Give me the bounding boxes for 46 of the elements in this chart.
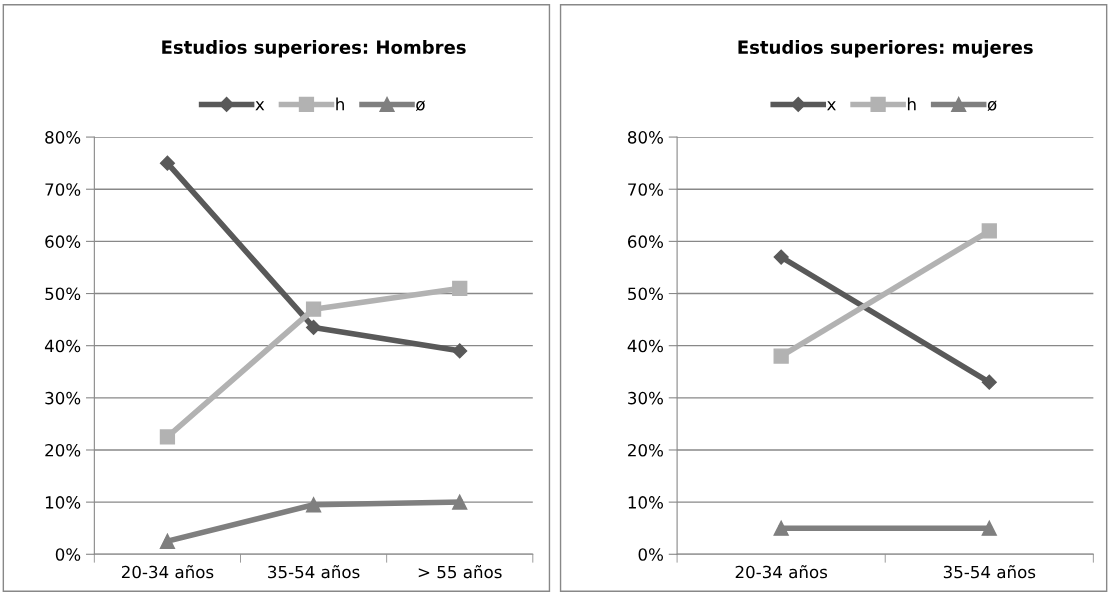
point <box>452 343 468 359</box>
legend-label: ø <box>987 100 997 112</box>
y-tick-label: 80% <box>45 131 81 144</box>
y-tick-label: 30% <box>628 391 663 405</box>
legend-label: x <box>827 101 836 111</box>
point <box>981 374 997 390</box>
y-tick-label: 20% <box>45 443 81 457</box>
y-tick-label: 80% <box>627 131 663 144</box>
point <box>981 520 997 536</box>
legend-label: h <box>336 97 344 111</box>
y-tick-label: 10% <box>628 496 663 509</box>
point <box>773 249 789 265</box>
point <box>773 348 789 364</box>
point <box>452 280 468 296</box>
y-tick-label: 20% <box>628 443 663 457</box>
point <box>305 301 322 317</box>
point <box>306 319 322 335</box>
y-tick-label: 40% <box>44 339 81 353</box>
point <box>981 223 997 239</box>
x-tick-label: 20-34 años <box>735 565 828 579</box>
point <box>305 497 322 513</box>
chart-title: Estudios superiores: mujeres <box>738 40 1033 58</box>
legend-label: x <box>255 101 265 111</box>
point <box>159 155 175 171</box>
x-tick-label: 35-54 años <box>268 565 360 579</box>
chart-title: Estudios superiores: Hombres <box>162 40 466 58</box>
y-tick-label: 0% <box>55 548 81 561</box>
x-tick-label: > 55 años <box>418 565 502 579</box>
x-tick-label: 35-54 años <box>943 565 1036 579</box>
y-tick-label: 70% <box>628 183 663 196</box>
x-tick-label: 20-34 años <box>121 565 214 579</box>
y-tick-label: 0% <box>638 548 663 561</box>
y-tick-label: 50% <box>628 287 663 301</box>
y-tick-label: 30% <box>45 391 81 405</box>
y-tick-label: 60% <box>45 235 81 248</box>
point <box>773 520 789 536</box>
point <box>159 533 176 549</box>
y-tick-label: 50% <box>45 287 81 301</box>
y-tick-label: 70% <box>45 183 81 196</box>
y-tick-label: 10% <box>45 496 81 509</box>
legend-label: h <box>907 97 916 111</box>
y-tick-label: 60% <box>628 235 663 248</box>
point <box>452 494 468 510</box>
y-tick-label: 40% <box>627 339 663 353</box>
point <box>159 429 176 445</box>
legend-label: ø <box>415 100 425 112</box>
